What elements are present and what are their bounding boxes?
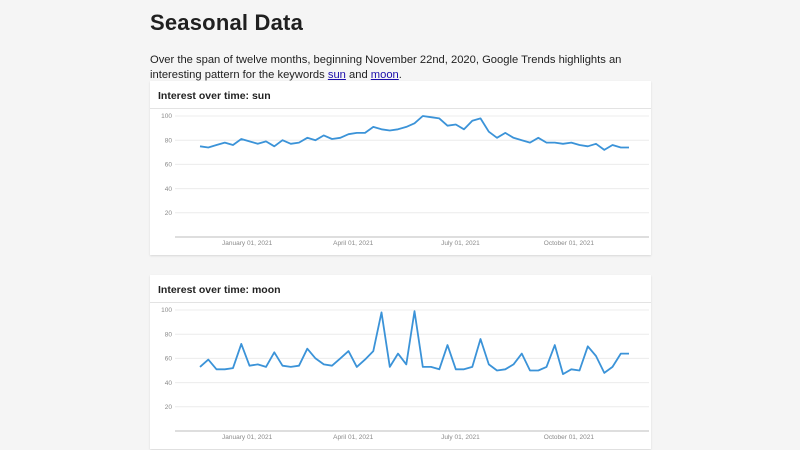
x-tick-label: January 01, 2021 — [222, 434, 273, 441]
x-tick-label: July 01, 2021 — [441, 434, 480, 441]
series-line — [199, 115, 629, 151]
card-divider — [150, 302, 651, 303]
series-line — [199, 310, 629, 375]
intro-text-middle: and — [345, 68, 371, 81]
y-tick-label: 40 — [165, 186, 173, 193]
y-tick-label: 60 — [165, 162, 173, 169]
intro-text-after: . — [398, 68, 402, 81]
chart-card-sun: Interest over time: sun 20 40 60 80 100 Janua… — [150, 81, 651, 255]
x-tick-label: April 01, 2021 — [333, 434, 373, 441]
x-tick-label: April 01, 2021 — [333, 240, 373, 247]
chart-title-moon: Interest over time: moon — [158, 284, 281, 296]
intro-paragraph: Over the span of twelve months, beginnin… — [150, 53, 651, 82]
y-tick-label: 100 — [161, 113, 172, 120]
y-tick-label: 100 — [161, 307, 172, 314]
chart-card-moon: Interest over time: moon 20 40 60 80 100 Janu… — [150, 275, 651, 449]
y-tick-label: 20 — [165, 404, 173, 411]
x-tick-label: July 01, 2021 — [441, 240, 480, 247]
y-tick-label: 80 — [165, 137, 173, 144]
y-tick-label: 40 — [165, 380, 173, 387]
chart-title-sun: Interest over time: sun — [158, 90, 271, 102]
page-title: Seasonal Data — [150, 10, 304, 35]
intro-text-before: Over the span of twelve months, beginnin… — [150, 54, 622, 81]
chart-moon: 20 40 60 80 100 January 01, 2021 April 01, 202… — [161, 307, 649, 441]
y-tick-label: 60 — [165, 356, 173, 363]
card-divider — [150, 108, 651, 109]
x-tick-label: October 01, 2021 — [544, 240, 595, 247]
y-tick-label: 80 — [165, 331, 173, 338]
y-tick-label: 20 — [165, 210, 173, 217]
chart-sun: 20 40 60 80 100 January 01, 2021 April 01, 202… — [161, 113, 649, 247]
moon-link[interactable]: moon — [370, 68, 399, 81]
x-tick-label: January 01, 2021 — [222, 240, 273, 247]
sun-link[interactable]: sun — [327, 68, 346, 81]
x-tick-label: October 01, 2021 — [544, 434, 595, 441]
